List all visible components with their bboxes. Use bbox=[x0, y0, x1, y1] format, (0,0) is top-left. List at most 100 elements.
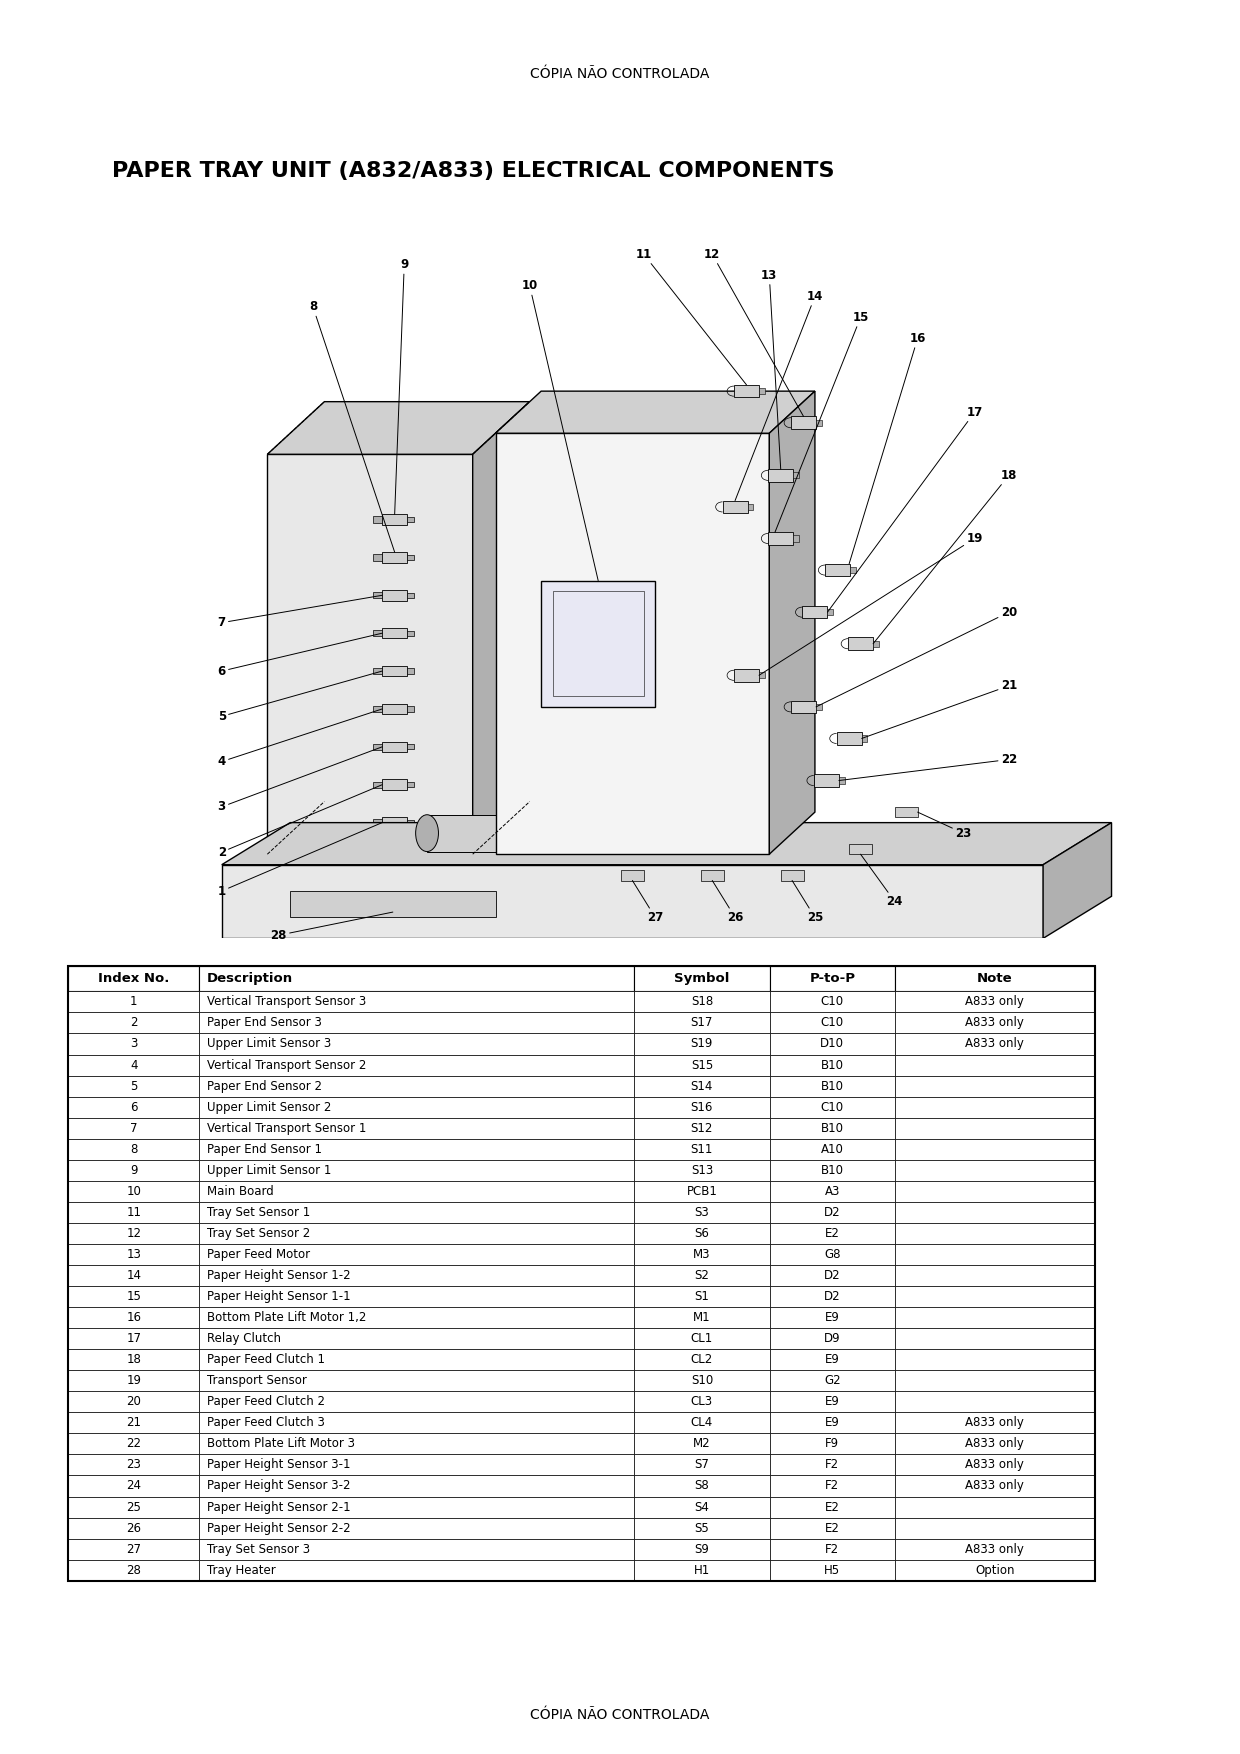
Bar bbox=[200, 991, 634, 1012]
Bar bbox=[200, 1201, 634, 1223]
Bar bbox=[634, 1075, 770, 1096]
Bar bbox=[634, 1096, 770, 1117]
Bar bbox=[770, 1349, 895, 1370]
Text: PCB1: PCB1 bbox=[687, 1184, 717, 1198]
Text: Paper Height Sensor 3-2: Paper Height Sensor 3-2 bbox=[207, 1479, 351, 1493]
Bar bbox=[802, 605, 827, 619]
Text: Upper Limit Sensor 1: Upper Limit Sensor 1 bbox=[207, 1163, 331, 1177]
Ellipse shape bbox=[644, 814, 667, 852]
Text: S9: S9 bbox=[694, 1542, 709, 1556]
Text: PAPER TRAY UNIT (A832/A833) ELECTRICAL COMPONENTS: PAPER TRAY UNIT (A832/A833) ELECTRICAL C… bbox=[112, 161, 835, 181]
Bar bbox=[895, 1496, 1095, 1517]
Bar bbox=[770, 1412, 895, 1433]
Bar bbox=[407, 554, 414, 560]
Bar bbox=[748, 503, 754, 510]
Bar bbox=[839, 777, 844, 784]
Bar bbox=[382, 514, 407, 524]
Bar bbox=[634, 1138, 770, 1159]
Text: Paper Feed Motor: Paper Feed Motor bbox=[207, 1247, 310, 1261]
Bar bbox=[407, 782, 414, 788]
Text: H1: H1 bbox=[693, 1563, 711, 1577]
Bar bbox=[723, 500, 748, 514]
Bar bbox=[200, 1412, 634, 1433]
Bar bbox=[770, 1033, 895, 1054]
Bar bbox=[68, 991, 200, 1012]
Bar bbox=[68, 1223, 200, 1244]
Text: 23: 23 bbox=[918, 812, 971, 840]
Text: 21: 21 bbox=[126, 1415, 141, 1430]
Text: D2: D2 bbox=[825, 1289, 841, 1303]
Text: S12: S12 bbox=[691, 1121, 713, 1135]
Bar bbox=[200, 1096, 634, 1117]
Bar bbox=[68, 1454, 200, 1475]
Text: 20: 20 bbox=[816, 605, 1017, 707]
Text: A3: A3 bbox=[825, 1184, 839, 1198]
Bar bbox=[634, 1033, 770, 1054]
Bar bbox=[770, 1370, 895, 1391]
Bar bbox=[68, 1475, 200, 1496]
Text: Paper Height Sensor 1-2: Paper Height Sensor 1-2 bbox=[207, 1268, 351, 1282]
Bar bbox=[895, 1412, 1095, 1433]
Bar bbox=[770, 1286, 895, 1307]
Bar bbox=[200, 1349, 634, 1370]
Text: E9: E9 bbox=[825, 1352, 839, 1366]
Text: F2: F2 bbox=[826, 1458, 839, 1472]
Bar bbox=[68, 1328, 200, 1349]
Bar bbox=[895, 1223, 1095, 1244]
Bar bbox=[200, 1391, 634, 1412]
Bar bbox=[382, 553, 407, 563]
Bar bbox=[770, 991, 895, 1012]
Text: Tray Set Sensor 2: Tray Set Sensor 2 bbox=[207, 1226, 310, 1240]
Bar bbox=[373, 782, 382, 788]
Text: 5: 5 bbox=[130, 1079, 138, 1093]
Text: S14: S14 bbox=[691, 1079, 713, 1093]
Bar bbox=[895, 1349, 1095, 1370]
Bar bbox=[734, 668, 759, 682]
Bar bbox=[407, 821, 414, 824]
Text: D9: D9 bbox=[825, 1331, 841, 1345]
Bar bbox=[382, 703, 407, 714]
Text: 10: 10 bbox=[522, 279, 598, 581]
Text: Bottom Plate Lift Motor 1,2: Bottom Plate Lift Motor 1,2 bbox=[207, 1310, 366, 1324]
Bar bbox=[68, 1412, 200, 1433]
Bar bbox=[634, 1370, 770, 1391]
Bar bbox=[634, 1433, 770, 1454]
Bar bbox=[895, 1370, 1095, 1391]
Bar bbox=[770, 1559, 895, 1580]
Bar bbox=[634, 1244, 770, 1265]
Bar bbox=[68, 1096, 200, 1117]
Bar bbox=[794, 535, 799, 542]
Bar bbox=[895, 1475, 1095, 1496]
Text: G2: G2 bbox=[825, 1373, 841, 1387]
Bar bbox=[290, 891, 496, 917]
Text: S15: S15 bbox=[691, 1058, 713, 1072]
Bar bbox=[634, 1307, 770, 1328]
Bar bbox=[770, 1159, 895, 1180]
Text: 19: 19 bbox=[126, 1373, 141, 1387]
Text: 11: 11 bbox=[126, 1205, 141, 1219]
Bar bbox=[895, 1517, 1095, 1538]
Polygon shape bbox=[472, 402, 529, 854]
Text: 4: 4 bbox=[130, 1058, 138, 1072]
Text: S5: S5 bbox=[694, 1521, 709, 1535]
Bar bbox=[200, 1180, 634, 1201]
Text: 8: 8 bbox=[309, 300, 394, 553]
Bar bbox=[770, 1138, 895, 1159]
Text: 6: 6 bbox=[217, 633, 382, 677]
Bar bbox=[770, 1012, 895, 1033]
Text: 25: 25 bbox=[792, 881, 823, 924]
Bar bbox=[895, 1012, 1095, 1033]
Bar bbox=[200, 1265, 634, 1286]
Text: Paper Height Sensor 1-1: Paper Height Sensor 1-1 bbox=[207, 1289, 351, 1303]
Text: Paper Feed Clutch 3: Paper Feed Clutch 3 bbox=[207, 1415, 325, 1430]
Text: 12: 12 bbox=[126, 1226, 141, 1240]
Text: C10: C10 bbox=[821, 1100, 844, 1114]
Bar bbox=[68, 1201, 200, 1223]
Bar bbox=[634, 1054, 770, 1075]
Text: 28: 28 bbox=[126, 1563, 141, 1577]
Bar bbox=[200, 1433, 634, 1454]
Bar bbox=[895, 1265, 1095, 1286]
Text: 2: 2 bbox=[130, 1016, 138, 1030]
Bar bbox=[373, 744, 382, 751]
Bar bbox=[200, 1054, 634, 1075]
